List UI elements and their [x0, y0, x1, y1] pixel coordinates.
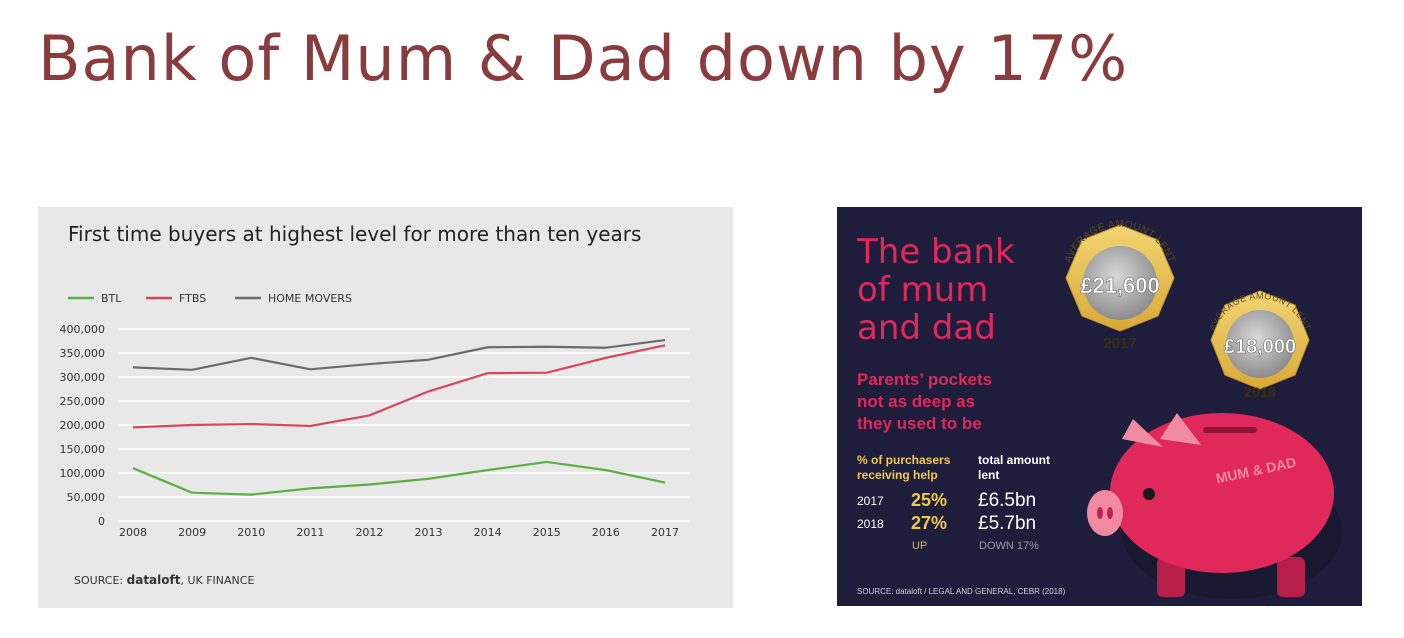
- y-tick-label: 300,000: [60, 371, 106, 384]
- x-tick-label: 2011: [296, 526, 324, 539]
- svg-text:£6.5bn: £6.5bn: [978, 490, 1036, 511]
- infographic-subtitle: Parents’ pockets not as deep as they use…: [857, 370, 992, 433]
- svg-text:of mum: of mum: [857, 270, 988, 310]
- chart-series: [132, 338, 666, 496]
- amount-note: DOWN 17%: [979, 540, 1039, 552]
- piggy-bank-icon: MUM & DAD: [1087, 413, 1342, 599]
- svg-text:not as deep as: not as deep as: [857, 392, 975, 411]
- x-tick-label: 2010: [237, 526, 265, 539]
- x-tick-label: 2015: [533, 526, 561, 539]
- chart-source: SOURCE: dataloft, UK FINANCE: [74, 573, 254, 587]
- x-tick-label: 2017: [651, 526, 679, 539]
- x-tick-label: 2008: [119, 526, 147, 539]
- y-tick-label: 0: [98, 515, 105, 528]
- y-tick-label: 350,000: [60, 347, 106, 360]
- legend-label: BTL: [101, 292, 122, 305]
- svg-text:£5.7bn: £5.7bn: [978, 513, 1036, 534]
- x-axis-ticks: 2008 2009 2010 2011 2012 2013 2014 2015 2016 2017: [119, 526, 679, 539]
- x-tick-label: 2016: [592, 526, 620, 539]
- legend-label: FTBS: [179, 292, 206, 305]
- svg-text:25%: 25%: [911, 490, 947, 510]
- svg-text:The bank: The bank: [856, 232, 1015, 272]
- svg-text:% of purchasers: % of purchasers: [857, 453, 951, 467]
- coin-2018: AVERAGE AMOUNT LENT £18,000 2018: [1207, 290, 1312, 400]
- y-tick-label: 150,000: [60, 443, 106, 456]
- line-chart: .ct { font-family:"DejaVu Sans", sans-se…: [60, 222, 690, 587]
- svg-text:£18,000: £18,000: [1224, 336, 1296, 358]
- x-tick-label: 2012: [355, 526, 383, 539]
- svg-text:Parents’ pockets: Parents’ pockets: [857, 370, 992, 389]
- svg-text:total amount: total amount: [978, 453, 1050, 467]
- svg-text:2017: 2017: [857, 494, 884, 508]
- infographic: The bank of mum and dad Parents’ pockets…: [856, 219, 1342, 599]
- svg-text:2017: 2017: [1103, 335, 1136, 352]
- y-tick-label: 50,000: [67, 491, 106, 504]
- percent-note: UP: [912, 540, 927, 552]
- y-axis-ticks: 0 50,000 100,000 150,000 200,000 250,000 300,0…: [60, 323, 106, 528]
- coin-2017: AVERAGE AMOUNT LENT £21,600 2017: [1063, 219, 1177, 352]
- x-tick-label: 2013: [415, 526, 443, 539]
- y-tick-label: 100,000: [60, 467, 106, 480]
- svg-text:lent: lent: [978, 468, 999, 482]
- svg-text:27%: 27%: [911, 513, 947, 533]
- series-line-home-movers: [132, 338, 666, 371]
- chart-title: First time buyers at highest level for m…: [68, 222, 641, 246]
- amount-header: total amount lent: [978, 453, 1050, 482]
- legend-label: HOME MOVERS: [268, 292, 352, 305]
- svg-text:they used to be: they used to be: [857, 414, 982, 433]
- svg-text:receiving help: receiving help: [857, 468, 938, 482]
- y-tick-label: 200,000: [60, 419, 106, 432]
- line-chart-panel: .ct { font-family:"DejaVu Sans", sans-se…: [38, 207, 733, 608]
- series-line-btl: [132, 460, 666, 496]
- slide-title: Bank of Mum & Dad down by 17%: [38, 22, 1129, 95]
- svg-text:and dad: and dad: [857, 308, 996, 348]
- chart-legend: BTL FTBS HOME MOVERS: [68, 292, 352, 305]
- series-line-ftbs: [132, 344, 666, 429]
- x-tick-label: 2009: [178, 526, 206, 539]
- percent-header: % of purchasers receiving help: [857, 453, 951, 482]
- stats-row-2017: 2017 25% £6.5bn: [857, 490, 1036, 511]
- svg-text:2018: 2018: [857, 517, 884, 531]
- svg-text:£21,600: £21,600: [1080, 273, 1160, 298]
- stats-row-2018: 2018 27% £5.7bn: [857, 513, 1036, 534]
- x-tick-label: 2014: [474, 526, 502, 539]
- infographic-headline: The bank of mum and dad: [856, 232, 1015, 348]
- infographic-panel: The bank of mum and dad Parents’ pockets…: [837, 207, 1362, 606]
- y-tick-label: 400,000: [60, 323, 106, 336]
- svg-text:2018: 2018: [1244, 384, 1275, 400]
- infographic-source: SOURCE: dataloft / LEGAL AND GENERAL, CE…: [857, 587, 1066, 596]
- y-tick-label: 250,000: [60, 395, 106, 408]
